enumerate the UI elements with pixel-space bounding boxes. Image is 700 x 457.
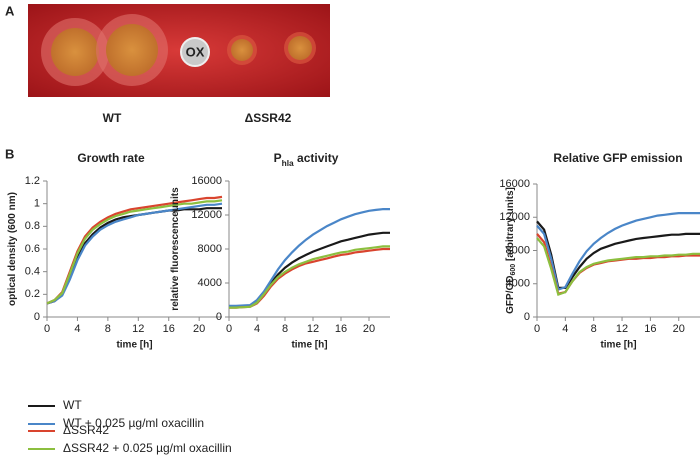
y-tick-label: 4000 <box>198 277 222 289</box>
x-axis-label: time [h] <box>600 340 636 351</box>
x-tick-label: 0 <box>44 323 50 335</box>
subscript: hla <box>282 158 294 168</box>
x-tick-label: 0 <box>226 323 232 335</box>
x-tick-label: 12 <box>132 323 144 335</box>
y-tick-label: 12000 <box>191 209 222 221</box>
data-line <box>46 202 223 305</box>
x-tick-label: 4 <box>254 323 260 335</box>
subscript: 600 <box>510 264 517 276</box>
y-axis-label: GFP/OD600 [arbitrary units] <box>505 187 518 314</box>
text-part: GFP/OD <box>505 276 516 314</box>
text-part: P <box>274 151 282 165</box>
x-tick-label: 20 <box>363 323 375 335</box>
y-tick-label: 12000 <box>499 211 530 223</box>
x-tick-label: 8 <box>105 323 111 335</box>
data-line <box>229 245 390 309</box>
y-tick-label: 0.2 <box>25 288 40 300</box>
x-tick-label: 16 <box>335 323 347 335</box>
x-tick-label: 8 <box>282 323 288 335</box>
y-tick-label: 0.6 <box>25 243 40 255</box>
y-tick-label: 0 <box>524 311 530 323</box>
data-line <box>229 208 390 307</box>
data-line <box>229 231 390 308</box>
legend-label: WT + 0.025 µg/ml oxacillin <box>63 416 204 430</box>
data-line <box>46 199 223 305</box>
y-tick-label: 4000 <box>506 278 530 290</box>
data-line <box>536 237 700 297</box>
y-tick-label: 8000 <box>198 243 222 255</box>
y-tick-label: 0 <box>34 311 40 323</box>
text-part: Growth rate <box>77 151 145 165</box>
chart-title: Relative GFP emission <box>553 151 682 165</box>
text-part: [arbitrary units] <box>505 187 516 264</box>
legend-label: ΔSSR42 + 0.025 µg/ml oxacillin <box>63 441 232 455</box>
x-axis-label: time [h] <box>291 340 327 351</box>
x-tick-label: 4 <box>74 323 80 335</box>
x-tick-label: 12 <box>307 323 319 335</box>
chart-title: Growth rate <box>77 151 145 165</box>
y-tick-label: 0 <box>216 311 222 323</box>
text-part: optical density (600 nm) <box>7 192 18 306</box>
panel-label: B <box>5 146 14 161</box>
x-tick-label: 0 <box>534 323 540 335</box>
disc-label: OX <box>186 44 205 59</box>
text-part: activity <box>294 151 339 165</box>
y-tick-label: 1 <box>34 198 40 210</box>
x-axis-label: time [h] <box>116 340 152 351</box>
x-tick-label: 12 <box>616 323 628 335</box>
data-line <box>229 247 390 309</box>
x-tick-label: 4 <box>562 323 568 335</box>
y-tick-label: 0.4 <box>25 266 40 278</box>
strain-label: ΔSSR42 <box>245 111 292 125</box>
panel-label: A <box>5 3 15 18</box>
y-tick-label: 16000 <box>499 178 530 190</box>
data-line <box>536 212 700 292</box>
strain-label: WT <box>103 111 122 125</box>
y-axis-label: optical density (600 nm) <box>7 192 18 306</box>
chart-title: Phla activity <box>274 151 339 168</box>
text-part: relative fluorescenceunits <box>170 187 181 311</box>
y-tick-label: 0.8 <box>25 220 40 232</box>
y-tick-label: 8000 <box>506 244 530 256</box>
text-part: Relative GFP emission <box>553 151 682 165</box>
x-tick-label: 20 <box>193 323 205 335</box>
y-tick-label: 16000 <box>191 175 222 187</box>
y-axis-label: relative fluorescenceunits <box>170 187 181 311</box>
plate-photo: OX <box>28 4 330 97</box>
legend-label: ΔSSR42 <box>63 423 109 437</box>
legend-label: WT <box>63 398 82 412</box>
x-tick-label: 20 <box>673 323 685 335</box>
x-tick-label: 8 <box>591 323 597 335</box>
x-tick-label: 16 <box>163 323 175 335</box>
y-tick-label: 1.2 <box>25 175 40 187</box>
x-tick-label: 16 <box>644 323 656 335</box>
data-line <box>46 207 222 305</box>
